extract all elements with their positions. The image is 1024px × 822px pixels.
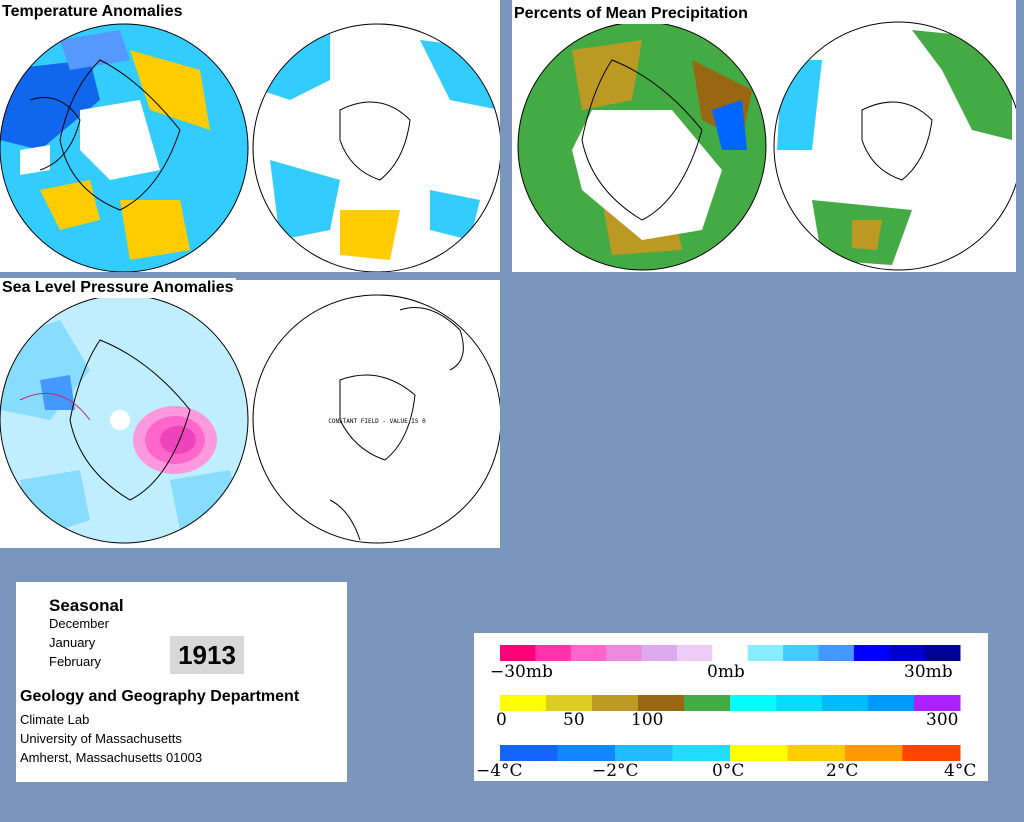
bar-temp-swatch (672, 745, 731, 761)
temperature-maps (0, 23, 500, 272)
precipitation-north-hemisphere (518, 22, 766, 270)
bar-pressure-swatch (641, 645, 678, 661)
lab-name: Climate Lab (20, 712, 90, 727)
month-february: February (49, 654, 102, 669)
temperature-south-hemisphere (253, 24, 500, 272)
precip-label-300: 300 (926, 710, 959, 730)
bar-precip-swatch (546, 695, 593, 711)
temp-label-minus2: −2°C (592, 761, 639, 781)
bar-pressure-swatch (853, 645, 890, 661)
precipitation-panel (512, 0, 1016, 272)
bar-precip-swatch (684, 695, 731, 711)
year-badge: 1913 (170, 636, 244, 674)
bar-precip-swatch (638, 695, 685, 711)
pressure-label-min: −30mb (490, 662, 553, 682)
temp-label-plus4: 4°C (944, 761, 977, 781)
bar-pressure-swatch (570, 645, 607, 661)
pressure-panel: CONSTANT FIELD - VALUE IS 0 (0, 280, 500, 548)
bar-pressure-swatch (818, 645, 855, 661)
bar-pressure-swatch (747, 645, 784, 661)
month-january: January (49, 635, 96, 650)
pressure-colorbar (500, 645, 961, 661)
address: Amherst, Massachusetts 01003 (20, 750, 203, 765)
bar-pressure-swatch (535, 645, 572, 661)
precipitation-colorbar (500, 695, 961, 711)
bar-temp-swatch (902, 745, 961, 761)
bar-temp-swatch (557, 745, 616, 761)
color-legend: −30mb 0mb 30mb 0 50 100 300 −4°C −2°C 0°… (474, 633, 988, 781)
university-name: University of Massachusetts (20, 731, 182, 746)
bar-pressure-swatch (889, 645, 926, 661)
temperature-panel (0, 0, 500, 272)
season-label: Seasonal (49, 596, 124, 615)
bar-precip-swatch (822, 695, 869, 711)
precip-label-100: 100 (631, 710, 664, 730)
pressure-title: Sea Level Pressure Anomalies (0, 278, 236, 298)
temperature-title: Temperature Anomalies (0, 2, 185, 22)
info-box: Seasonal December January February 1913 … (16, 582, 347, 782)
bar-temp-swatch (787, 745, 846, 761)
precipitation-title: Percents of Mean Precipitation (512, 4, 750, 24)
bar-temp-swatch (500, 745, 558, 761)
bar-precip-swatch (868, 695, 915, 711)
precip-label-0: 0 (496, 710, 507, 730)
bar-temp-swatch (730, 745, 788, 761)
pressure-label-max: 30mb (904, 662, 953, 682)
pressure-north-hemisphere (0, 295, 248, 543)
temp-label-minus4: −4°C (476, 761, 523, 781)
bar-pressure-swatch (676, 645, 713, 661)
precipitation-maps (517, 21, 1016, 271)
pressure-south-hemisphere (252, 294, 500, 544)
pressure-label-zero: 0mb (707, 662, 745, 682)
bar-pressure-swatch (712, 645, 749, 661)
pressure-maps: CONSTANT FIELD - VALUE IS 0 (0, 294, 500, 544)
bar-pressure-swatch (783, 645, 819, 661)
temp-label-zero: 0°C (712, 761, 745, 781)
temperature-north-hemisphere (0, 24, 248, 272)
month-december: December (49, 616, 109, 631)
bar-precip-swatch (592, 695, 639, 711)
bar-precip-swatch (776, 695, 823, 711)
bar-pressure-swatch (924, 645, 961, 661)
bar-temp-swatch (845, 745, 903, 761)
department-name: Geology and Geography Department (20, 688, 300, 705)
bar-precip-swatch (730, 695, 777, 711)
bar-precip-swatch (914, 695, 961, 711)
constant-field-note: CONSTANT FIELD - VALUE IS 0 (328, 418, 426, 425)
bar-temp-swatch (615, 745, 673, 761)
bar-precip-swatch (500, 695, 547, 711)
precipitation-south-hemisphere (774, 22, 1016, 270)
bar-pressure-swatch (606, 645, 643, 661)
precip-label-50: 50 (563, 710, 585, 730)
temp-label-plus2: 2°C (826, 761, 859, 781)
bar-pressure-swatch (500, 645, 536, 661)
temperature-colorbar (500, 745, 961, 761)
